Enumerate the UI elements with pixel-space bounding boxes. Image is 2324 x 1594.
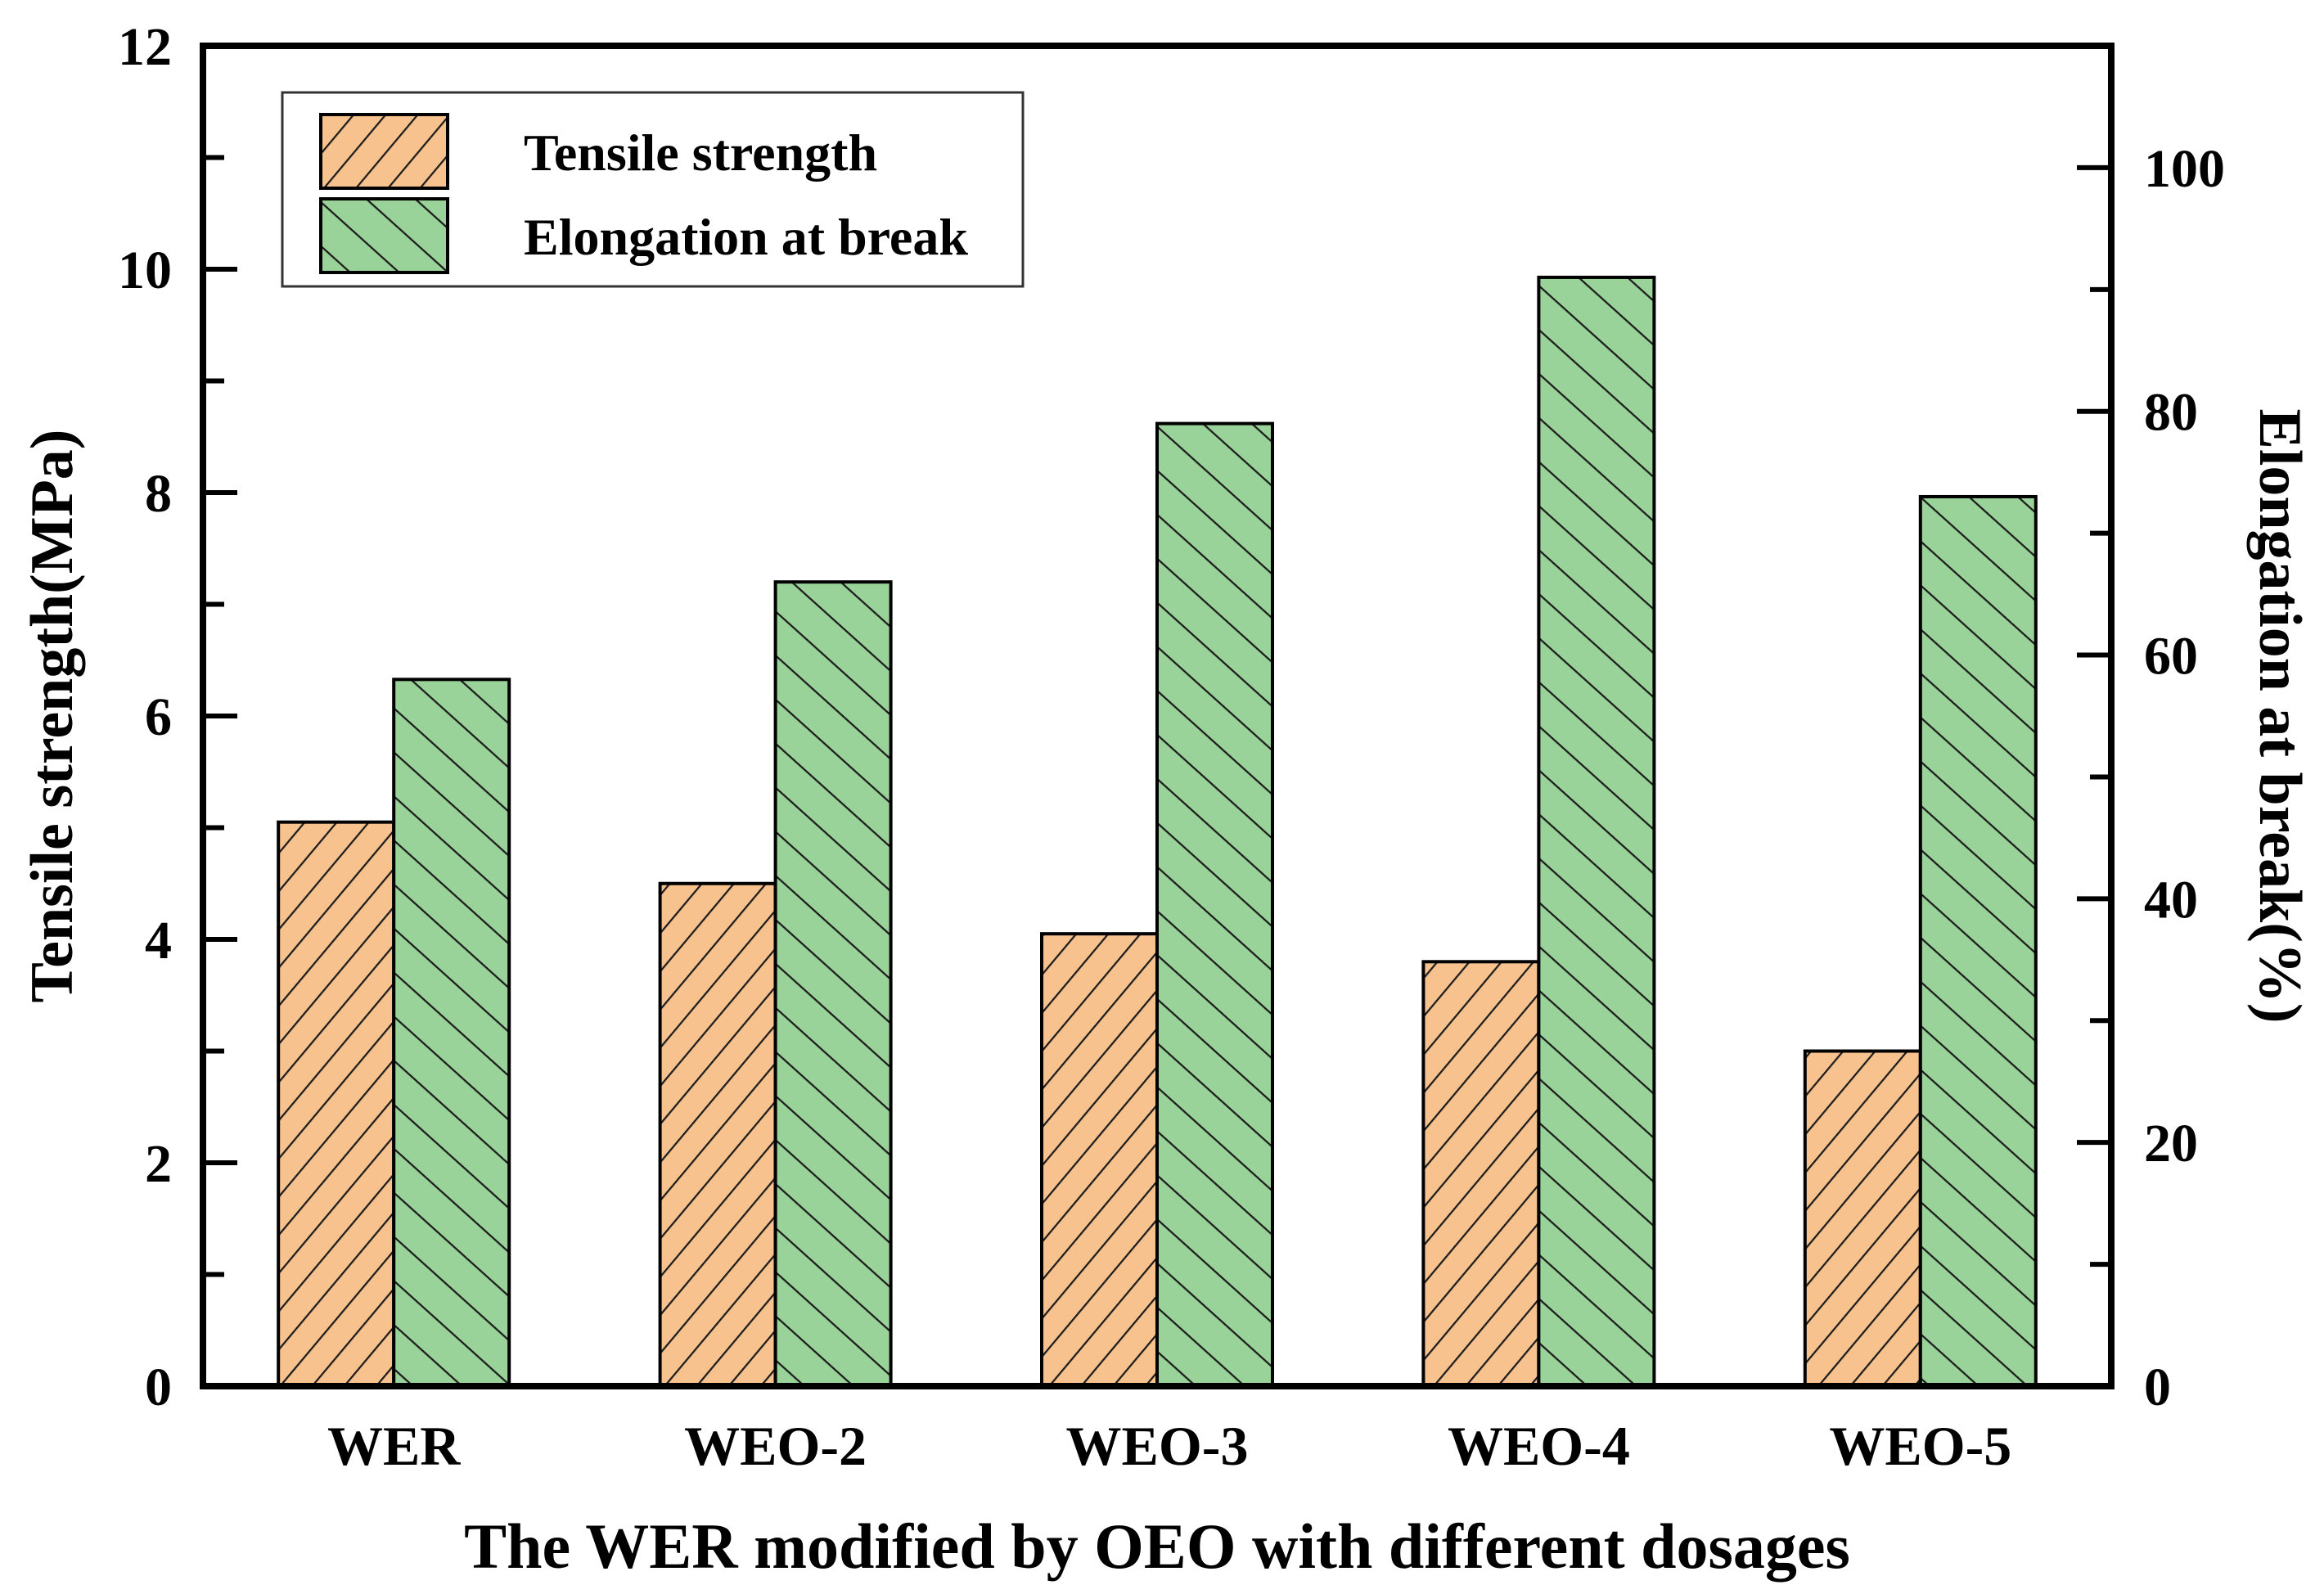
right-axis-tick-label-40: 40 — [2144, 870, 2198, 930]
legend-label-elongation-at-break: Elongation at break — [524, 208, 968, 266]
x-category-label-WEO-5: WEO-5 — [1829, 1415, 2011, 1477]
x-category-label-WER: WER — [327, 1415, 461, 1477]
bar-tensile-strength-WEO-5 — [1803, 1049, 1922, 1388]
category-labels-layer: WER WEO-2 WEO-3 WEO-4 WEO-5 — [327, 1415, 2011, 1477]
left-axis-tick-label-2: 2 — [145, 1134, 172, 1194]
right-axis-tick-label-80: 80 — [2144, 383, 2198, 443]
bar-elongation-at-break-WER — [392, 678, 511, 1388]
right-axis-tick-label-20: 20 — [2144, 1114, 2198, 1173]
bar-elongation-at-break-WEO-5 — [1918, 494, 2038, 1388]
legend-label-tensile-strength: Tensile strength — [524, 124, 877, 182]
left-axis-tick-label-12: 12 — [118, 17, 172, 77]
bar-elongation-at-break-WEO-4 — [1537, 275, 1656, 1389]
right-axis-title: Elongation at break(%) — [2246, 408, 2313, 1023]
left-axis-tick-label-10: 10 — [118, 241, 172, 300]
left-axis-tick-label-6: 6 — [145, 687, 172, 747]
left-axis-tick-label-8: 8 — [145, 464, 172, 524]
left-axis-title: Tensile strength(MPa) — [19, 430, 86, 1003]
legend-swatch-tensile-strength — [319, 113, 449, 190]
x-category-label-WEO-3: WEO-3 — [1066, 1415, 1249, 1477]
x-category-label-WEO-4: WEO-4 — [1448, 1415, 1630, 1477]
plot-frame — [200, 43, 2115, 1389]
left-axis-tick-label-0: 0 — [145, 1358, 172, 1417]
left-axis-tick-label-4: 4 — [145, 911, 172, 970]
tick-labels-layer: 0 2 4 6 8 10 12 0 20 40 60 80 100 — [118, 17, 2225, 1417]
right-axis-tick-label-100: 100 — [2144, 139, 2225, 199]
right-axis-tick-label-60: 60 — [2144, 627, 2198, 687]
legend: Tensile strength Elongation at break — [281, 91, 1025, 288]
right-axis-tick-label-0: 0 — [2144, 1358, 2171, 1417]
x-axis-title: The WER modified by OEO with different d… — [464, 1511, 1850, 1582]
bar-tensile-strength-WEO-4 — [1421, 960, 1541, 1389]
legend-swatch-elongation-at-break — [319, 197, 449, 274]
bar-tensile-strength-WER — [277, 820, 396, 1388]
bar-elongation-at-break-WEO-3 — [1155, 421, 1274, 1388]
bar-tensile-strength-WEO-2 — [658, 881, 777, 1388]
x-category-label-WEO-2: WEO-2 — [684, 1415, 867, 1477]
bar-tensile-strength-WEO-3 — [1040, 932, 1159, 1389]
bar-elongation-at-break-WEO-2 — [773, 580, 893, 1388]
bars-layer — [277, 275, 2038, 1389]
